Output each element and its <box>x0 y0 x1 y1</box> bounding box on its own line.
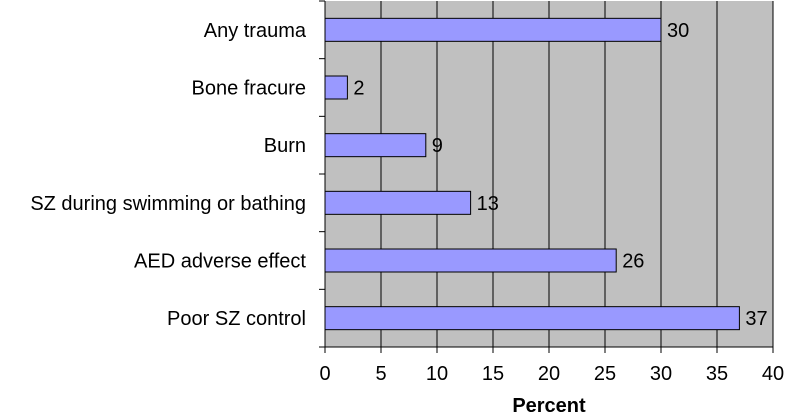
data-label: 37 <box>745 308 767 330</box>
x-tick-label: 30 <box>650 363 672 385</box>
bar <box>324 133 427 158</box>
category-label: Bone fracure <box>191 78 306 100</box>
category-label: Poor SZ control <box>167 308 306 330</box>
category-label: Any trauma <box>204 20 307 42</box>
data-label: 13 <box>477 193 499 215</box>
x-tick-label: 15 <box>482 363 504 385</box>
category-labels: Any trauma Bone fracure Burn SZ during swim… <box>30 20 307 330</box>
x-tick-label: 10 <box>426 363 448 385</box>
bar <box>324 248 617 273</box>
x-axis-title: Percent <box>512 395 586 417</box>
x-tick-label: 25 <box>594 363 616 385</box>
category-label: Burn <box>264 135 306 157</box>
data-labels: 30 2 9 13 26 37 <box>353 20 767 330</box>
x-tick-label: 20 <box>538 363 560 385</box>
bar <box>324 306 740 331</box>
data-label: 2 <box>353 78 364 100</box>
bars <box>324 17 740 331</box>
bar <box>324 75 348 100</box>
x-axis: 0 5 10 15 20 25 30 35 40 <box>319 346 784 385</box>
bar <box>324 17 662 42</box>
data-label: 9 <box>432 135 443 157</box>
x-tick-label: 0 <box>319 363 330 385</box>
x-tick-label: 5 <box>375 363 386 385</box>
y-axis <box>319 0 326 348</box>
x-tick-label: 40 <box>762 363 784 385</box>
x-tick-label: 35 <box>706 363 728 385</box>
category-label: SZ during swimming or bathing <box>30 193 306 215</box>
bar <box>324 190 472 215</box>
gridlines <box>380 1 774 347</box>
data-label: 30 <box>667 20 689 42</box>
data-label: 26 <box>622 251 644 273</box>
category-label: AED adverse effect <box>134 251 306 273</box>
